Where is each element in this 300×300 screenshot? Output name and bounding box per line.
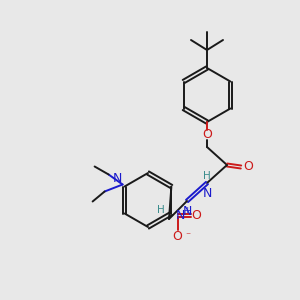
Text: ⁻: ⁻ xyxy=(185,232,190,242)
Text: N: N xyxy=(182,205,192,218)
Text: N: N xyxy=(113,172,123,184)
Text: N: N xyxy=(176,209,185,222)
Text: H: H xyxy=(157,205,165,215)
Text: O: O xyxy=(243,160,253,173)
Text: O: O xyxy=(172,230,182,242)
Text: N: N xyxy=(202,187,212,200)
Text: H: H xyxy=(203,171,211,181)
Text: O: O xyxy=(191,209,201,222)
Text: O: O xyxy=(202,128,212,142)
Text: +: + xyxy=(183,206,191,215)
